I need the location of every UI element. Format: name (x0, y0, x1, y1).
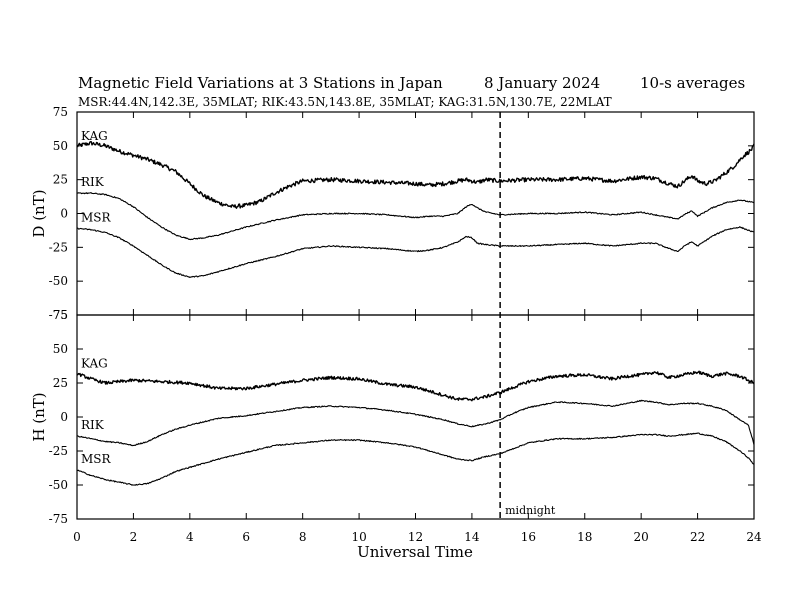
x-tick-label: 24 (746, 530, 762, 544)
x-tick-label: 12 (408, 530, 423, 544)
series-line-rik-D (76, 192, 755, 241)
series-label-rik: RIK (81, 175, 105, 189)
series-label-msr: MSR (81, 210, 112, 224)
x-axis-label: Universal Time (357, 543, 473, 561)
x-tick-label: 6 (242, 530, 250, 544)
y-tick-label: -75 (49, 308, 68, 322)
chart-date: 8 January 2024 (484, 74, 600, 92)
chart-title: Magnetic Field Variations at 3 Stations … (78, 74, 443, 92)
y-tick-label: 50 (53, 342, 68, 356)
y-tick-label: 0 (60, 410, 68, 424)
series-line-msr-D (76, 226, 755, 279)
series-label-msr: MSR (81, 452, 112, 466)
declination-panel: -75 -50 -25 0 25 50 75 D (nT) KAG RIK MSR (30, 105, 755, 322)
chart-averaging: 10-s averages (640, 74, 745, 92)
horizontal-panel: -75 -50 -25 0 25 50 75 H (nT) KAG RIK MSR (30, 308, 755, 526)
y-tick-label: 25 (53, 376, 68, 390)
x-tick-label: 8 (299, 530, 307, 544)
x-tick-label: 18 (577, 530, 592, 544)
series-label-kag: KAG (81, 129, 108, 143)
midnight-label: midnight (505, 504, 556, 517)
x-tick-label: 14 (464, 530, 480, 544)
y-tick-label: -25 (49, 240, 68, 254)
y-axis-label: H (nT) (30, 392, 48, 441)
y-tick-label: 25 (53, 173, 68, 187)
y-tick-label: -25 (49, 444, 68, 458)
chart-station-info: MSR:44.4N,142.3E, 35MLAT; RIK:43.5N,143.… (78, 95, 612, 109)
x-tick-label: 0 (73, 530, 81, 544)
y-tick-label: 75 (53, 105, 68, 119)
panel-frame-D (76, 111, 755, 316)
x-tick-label: 16 (521, 530, 536, 544)
x-tick-label: 22 (690, 530, 705, 544)
series-label-rik: RIK (81, 418, 105, 432)
y-tick-label: 75 (53, 308, 68, 322)
y-tick-label: -50 (49, 274, 68, 288)
y-axis-label: D (nT) (30, 189, 48, 237)
x-tick-label: 2 (130, 530, 138, 544)
y-tick-label: -50 (49, 478, 68, 492)
x-tick-label: 4 (186, 530, 194, 544)
x-tick-label: 10 (351, 530, 366, 544)
y-tick-label: 50 (53, 139, 68, 153)
y-tick-label: -75 (49, 512, 68, 526)
series-line-kag-H (76, 370, 755, 402)
panel-frame-H (76, 314, 755, 520)
series-line-rik-H (76, 399, 755, 447)
series-line-kag-D (76, 140, 755, 209)
x-axis: 0 2 4 6 8 10 12 14 16 18 20 22 24 (73, 530, 762, 544)
y-tick-label: 0 (60, 207, 68, 221)
x-tick-label: 20 (634, 530, 649, 544)
series-label-kag: KAG (81, 356, 108, 370)
series-line-msr-H (76, 432, 755, 486)
